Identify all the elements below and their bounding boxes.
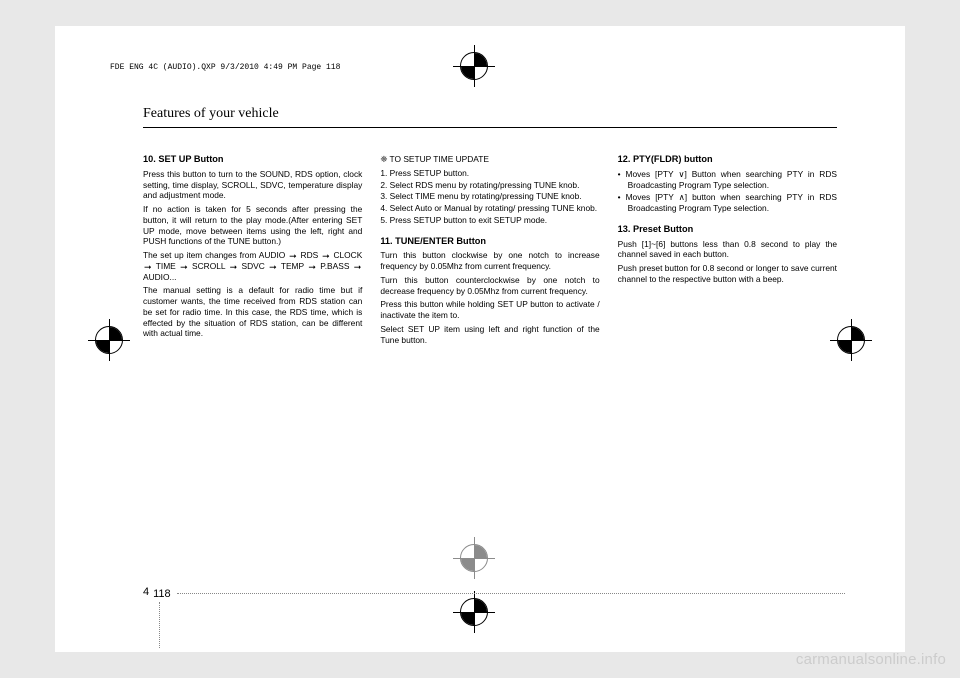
para-10a: Press this button to turn to the SOUND, … [143, 169, 362, 201]
heading-10: 10. SET UP Button [143, 154, 362, 166]
registration-mark-left-icon [95, 326, 123, 354]
page-number: 118 [153, 588, 171, 600]
heading-12: 12. PTY(FLDR) button [618, 154, 837, 166]
pty-list: • Moves [PTY ∨] Button when searching PT… [618, 169, 837, 214]
heading-11: 11. TUNE/ENTER Button [380, 236, 599, 248]
watermark-text: carmanualsonline.info [796, 651, 946, 668]
header-rule [143, 127, 837, 128]
list-item: • Moves [PTY ∧] button when searching PT… [618, 192, 837, 214]
chapter-number: 4 [143, 586, 149, 600]
footer-dotted-rule [177, 593, 845, 594]
para-13b: Push preset button for 0.8 second or lon… [618, 263, 837, 285]
page-footer: 4 118 [143, 586, 845, 600]
registration-mark-bottom-outer-icon [460, 598, 488, 626]
list-item: 2. Select RDS menu by rotating/pressing … [380, 180, 599, 191]
column-2: ❈ TO SETUP TIME UPDATE 1. Press SETUP bu… [380, 154, 599, 348]
list-item: 3. Select TIME menu by rotating/pressing… [380, 191, 599, 202]
column-3: 12. PTY(FLDR) button • Moves [PTY ∨] But… [618, 154, 837, 348]
page-title: Features of your vehicle [143, 106, 279, 122]
para-10d: The manual setting is a default for radi… [143, 285, 362, 339]
heading-13: 13. Preset Button [618, 224, 837, 236]
para-13a: Push [1]~[6] buttons less than 0.8 secon… [618, 239, 837, 261]
tip-label: ❈ TO SETUP TIME UPDATE [380, 154, 599, 165]
crop-info-line: FDE ENG 4C (AUDIO).QXP 9/3/2010 4:49 PM … [110, 63, 340, 72]
content-columns: 10. SET UP Button Press this button to t… [143, 154, 837, 348]
setup-steps-list: 1. Press SETUP button.2. Select RDS menu… [380, 168, 599, 226]
column-1: 10. SET UP Button Press this button to t… [143, 154, 362, 348]
page: FDE ENG 4C (AUDIO).QXP 9/3/2010 4:49 PM … [55, 26, 905, 652]
para-10b: If no action is taken for 5 seconds afte… [143, 204, 362, 247]
list-item: 1. Press SETUP button. [380, 168, 599, 179]
registration-mark-top-icon [460, 52, 488, 80]
para-11b: Turn this button counterclockwise by one… [380, 275, 599, 297]
registration-mark-bottom-inner-icon [460, 544, 488, 572]
list-item: 5. Press SETUP button to exit SETUP mode… [380, 215, 599, 226]
para-10c: The set up item changes from AUDIO ➞ RDS… [143, 250, 362, 282]
footer-vertical-dots [159, 602, 160, 648]
para-11a: Turn this button clockwise by one notch … [380, 250, 599, 272]
list-item: 4. Select Auto or Manual by rotating/ pr… [380, 203, 599, 214]
para-11c: Press this button while holding SET UP b… [380, 299, 599, 321]
registration-mark-right-icon [837, 326, 865, 354]
list-item: • Moves [PTY ∨] Button when searching PT… [618, 169, 837, 191]
para-11d: Select SET UP item using left and right … [380, 324, 599, 346]
crop-info-text: FDE ENG 4C (AUDIO).QXP 9/3/2010 4:49 PM … [110, 63, 340, 72]
